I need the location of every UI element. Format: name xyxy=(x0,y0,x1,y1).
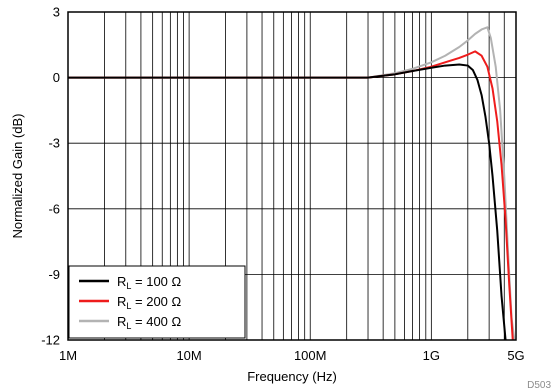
legend-entry: RL = 100 Ω xyxy=(117,274,182,291)
x-tick-label: 5G xyxy=(507,348,524,363)
series-layer xyxy=(68,26,516,341)
x-axis-label: Frequency (Hz) xyxy=(247,369,337,384)
y-axis-label: Normalized Gain (dB) xyxy=(10,114,25,239)
y-tick-label: -3 xyxy=(48,136,60,151)
x-tick-label: 100M xyxy=(294,348,327,363)
figure-code: D503 xyxy=(527,380,551,391)
y-tick-label: 3 xyxy=(53,5,60,20)
y-tick-label: -9 xyxy=(48,267,60,282)
y-tick-label: -6 xyxy=(48,201,60,216)
x-tick-label: 1M xyxy=(59,348,77,363)
x-tick-labels: 1M 10M 100M 1G 5G xyxy=(59,348,525,363)
y-tick-label: 0 xyxy=(53,70,60,85)
legend-entry: RL = 200 Ω xyxy=(117,294,182,311)
plot-frame xyxy=(67,11,517,341)
x-tick-label: 10M xyxy=(176,348,201,363)
y-tick-labels: 3 0 -3 -6 -9 -12 xyxy=(41,5,60,348)
y-tick-label: -12 xyxy=(41,333,60,348)
legend-entry: RL = 400 Ω xyxy=(117,314,182,331)
legend: RL = 100 Ω RL = 200 Ω RL = 400 Ω xyxy=(68,265,246,339)
series-line-1 xyxy=(68,63,507,341)
x-tick-label: 1G xyxy=(423,348,440,363)
